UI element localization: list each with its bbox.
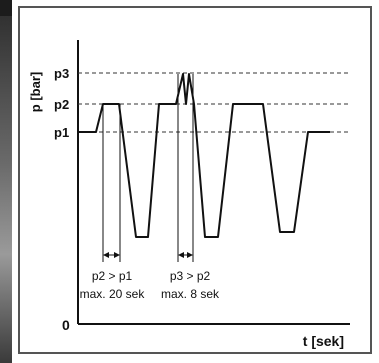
annotation-1-line2: max. 20 sek [80, 287, 146, 301]
pressure-curve [78, 73, 330, 238]
annotation-2-line1: p3 > p2 [170, 269, 211, 283]
level-label-p2: p2 [54, 97, 69, 112]
annotation-1-line1: p2 > p1 [92, 269, 133, 283]
origin-label: 0 [62, 317, 70, 333]
left-edge-strip [0, 0, 12, 363]
duration-arrow-2 [178, 252, 193, 258]
x-axis-label: t [sek] [303, 333, 344, 349]
level-label-p3: p3 [54, 66, 69, 81]
level-label-p1: p1 [54, 125, 69, 140]
left-edge-dark-block [0, 0, 12, 16]
duration-arrow-1 [103, 252, 120, 258]
annotation-2-line2: max. 8 sek [161, 287, 220, 301]
y-axis-label: p [bar] [28, 72, 43, 112]
